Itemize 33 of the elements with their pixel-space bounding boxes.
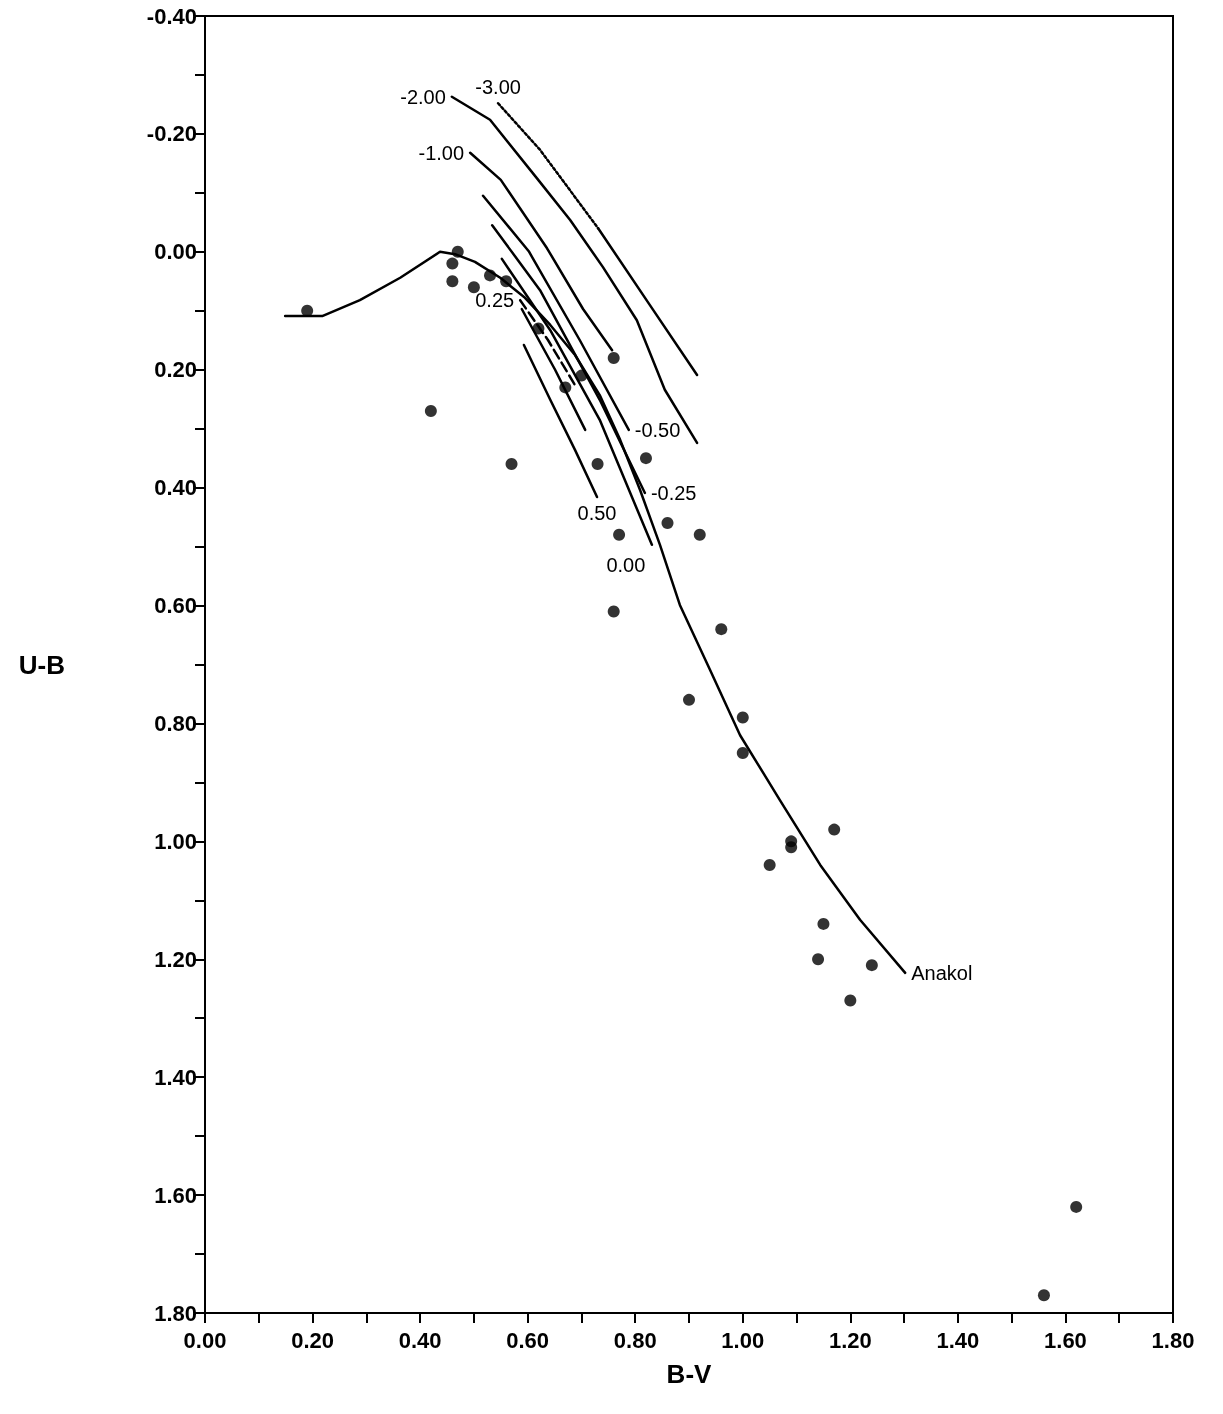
series-label: -3.00 (475, 76, 521, 99)
series-label: -0.50 (634, 418, 681, 441)
x-tick-label: 0.20 (291, 1327, 334, 1353)
series-label: -1.00 (418, 141, 465, 164)
series-label: 0.25 (475, 289, 515, 312)
y-tick-label: -0.40 (146, 3, 197, 29)
series-label: 0.50 (577, 502, 617, 525)
y-tick-label: 0.80 (154, 710, 197, 736)
y-tick-label: -0.20 (146, 121, 197, 147)
y-tick-label: 1.40 (154, 1064, 197, 1090)
y-tick-label: 1.00 (154, 828, 197, 854)
y-tick-label: 0.20 (154, 357, 197, 383)
series-label: Anakol (911, 961, 973, 984)
y-tick-label: 1.20 (154, 946, 197, 972)
x-tick-label: 0.00 (183, 1327, 227, 1353)
y-axis-title: U-B (18, 649, 65, 680)
y-tick-label: 1.60 (154, 1182, 197, 1208)
x-tick-label: 1.80 (1151, 1327, 1195, 1353)
x-tick-label: 0.60 (506, 1327, 550, 1353)
x-tick-label: 0.40 (398, 1327, 442, 1353)
x-tick-label: 1.60 (1044, 1327, 1087, 1353)
y-tick-label: 0.00 (154, 239, 197, 265)
series-label: 0.00 (606, 553, 646, 576)
x-tick-label: 1.00 (721, 1327, 765, 1353)
series-label: -2.00 (400, 85, 446, 108)
x-tick-label: 1.20 (828, 1327, 872, 1353)
series-label: -0.25 (650, 481, 697, 504)
x-tick-label: 1.40 (936, 1327, 980, 1353)
y-tick-label: 0.40 (154, 475, 197, 501)
x-tick-label: 0.80 (613, 1327, 657, 1353)
y-tick-label: 0.60 (154, 593, 197, 619)
x-axis-title: B-V (666, 1359, 713, 1389)
y-tick-label: 1.80 (154, 1300, 197, 1326)
